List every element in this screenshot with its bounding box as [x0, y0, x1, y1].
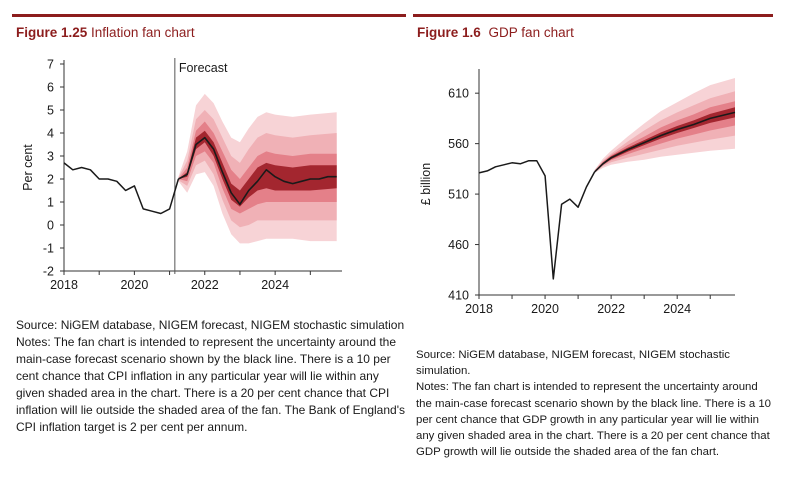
- notes-text: Notes: The fan chart is intended to repr…: [16, 335, 405, 435]
- fan-band-4: [594, 107, 735, 172]
- source-text: Source: NiGEM database, NIGEM forecast, …: [16, 318, 405, 332]
- figure-title: Figure 1.25 Inflation fan chart: [16, 25, 195, 40]
- gdp-fan-chart-panel: Figure 1.6 GDP fan chart 410 460 510 560 610…: [413, 0, 773, 504]
- header-rule: [413, 14, 773, 17]
- source-text: Source: NiGEM database, NIGEM forecast, …: [416, 349, 730, 378]
- y-tick-label: 5: [47, 104, 54, 118]
- y-tick-label: 1: [47, 196, 54, 210]
- y-tick-label: -2: [43, 265, 54, 279]
- figure-notes: Source: NiGEM database, NIGEM forecast, …: [16, 317, 408, 436]
- notes-text: Notes: The fan chart is intended to repr…: [416, 381, 771, 459]
- forecast-label: Forecast: [179, 61, 228, 75]
- y-tick-label: 7: [47, 58, 54, 72]
- header-rule: [12, 14, 406, 17]
- central-projection-line: [178, 136, 337, 206]
- figure-notes: Source: NiGEM database, NIGEM forecast, …: [416, 347, 772, 460]
- y-tick-label: 410: [448, 289, 469, 303]
- x-tick-label: 2022: [191, 278, 219, 292]
- inflation-fan-chart-panel: Figure 1.25 Inflation fan chart -2 -1 0 1 2 3…: [12, 0, 406, 504]
- gdp-chart: 410 460 510 560 610 2018 2020 2022 2024 £ billion: [419, 69, 736, 316]
- x-tick-label: 2024: [663, 302, 691, 316]
- fan-band-4: [178, 130, 337, 207]
- figure-title: Figure 1.6 GDP fan chart: [417, 25, 574, 40]
- x-tick-label: 2024: [261, 278, 289, 292]
- figure-number: Figure 1.6: [417, 25, 481, 40]
- x-tick-label: 2020: [531, 302, 559, 316]
- y-tick-label: 560: [448, 137, 469, 151]
- y-axis-label: Per cent: [21, 144, 35, 191]
- y-tick-label: 610: [448, 87, 469, 101]
- figure-name: GDP fan chart: [488, 25, 574, 40]
- y-tick-label: 4: [47, 127, 54, 141]
- x-tick-label: 2022: [597, 302, 625, 316]
- x-tick-label: 2018: [50, 278, 78, 292]
- y-tick-label: 3: [47, 150, 54, 164]
- y-tick-label: -1: [43, 242, 54, 256]
- x-tick-label: 2020: [120, 278, 148, 292]
- y-tick-label: 2: [47, 173, 54, 187]
- y-tick-label: 460: [448, 238, 469, 252]
- y-axis-label: £ billion: [419, 163, 433, 205]
- y-tick-label: 510: [448, 188, 469, 202]
- x-tick-label: 2018: [465, 302, 493, 316]
- outturn-line: [63, 162, 180, 215]
- outturn-line: [478, 160, 596, 280]
- inflation-chart: -2 -1 0 1 2 3 4 5 6 7 2018 2020 2022 2024 Per cent Fore…: [21, 58, 342, 292]
- figure-name: Inflation fan chart: [91, 25, 195, 40]
- figure-number: Figure 1.25: [16, 25, 88, 40]
- y-tick-label: 0: [47, 219, 54, 233]
- central-projection-line: [594, 111, 736, 173]
- y-tick-label: 6: [47, 81, 54, 95]
